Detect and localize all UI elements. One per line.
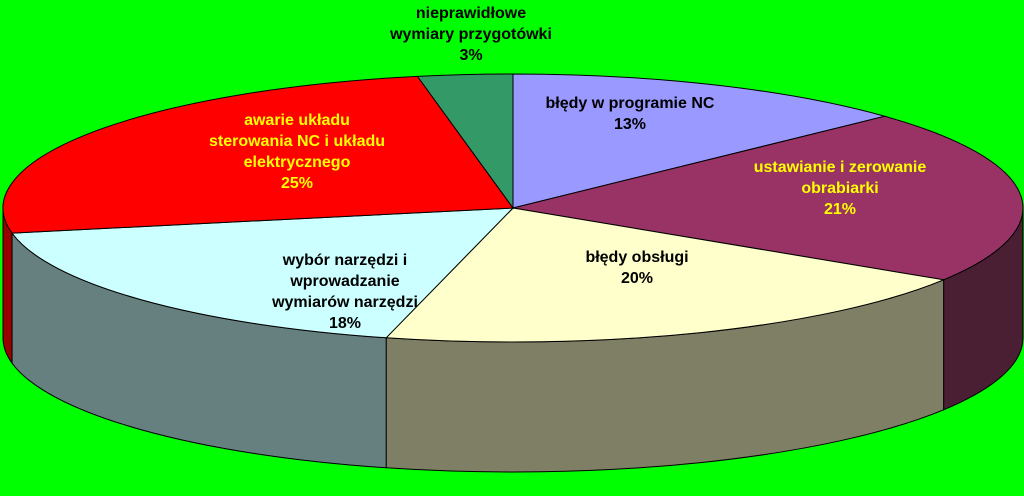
slice-percent: 20%	[621, 270, 653, 287]
slice-label-line: sterowania NC i układu	[209, 133, 385, 150]
slice-label-line: nieprawidłowe	[416, 5, 526, 22]
slice-label-line: awarie układu	[244, 112, 350, 129]
slice-label-line: ustawianie i zerowanie	[754, 159, 927, 176]
slice-label-2: ustawianie i zerowanie obrabiarki 21%	[754, 159, 927, 218]
slice-label-line: obrabiarki	[801, 180, 878, 197]
slice-label-line: wymiarów narzędzi	[271, 294, 418, 311]
pie-slice-1	[512, 73, 887, 209]
pie-slice-6	[416, 73, 514, 210]
slice-label-line: wybór narzędzi i	[282, 252, 407, 269]
slice-label-line: wymiary przygotówki	[389, 26, 552, 43]
slice-label-1: błędy w programie NC 13%	[546, 95, 715, 133]
slice-label-5: awarie układu sterowania NC i układu elekt…	[209, 112, 385, 192]
pie-slices	[2, 73, 1024, 343]
slice-label-6: nieprawidłowe wymiary przygotówki 3%	[389, 5, 552, 64]
slice-percent: 3%	[459, 47, 482, 64]
slice-label-line: błędy w programie NC	[546, 95, 715, 112]
pie-slice-4	[11, 207, 515, 339]
slice-label-line: elektrycznego	[244, 154, 351, 171]
slice-percent: 18%	[329, 315, 361, 332]
slice-percent: 25%	[281, 175, 313, 192]
slice-percent: 21%	[824, 201, 856, 218]
slice-label-line: błędy obsługi	[585, 249, 688, 266]
pie-slice-3	[385, 207, 946, 343]
pie-slice-2	[512, 115, 1024, 281]
pie-sides	[2, 207, 1024, 473]
slice-label-3: błędy obsługi 20%	[585, 249, 688, 287]
slice-percent: 13%	[614, 116, 646, 133]
slice-label-4: wybór narzędzi i wprowadzanie wymiarów nar…	[271, 252, 418, 332]
pie-labels: błędy w programie NC 13% ustawianie i zero…	[209, 5, 926, 332]
pie-slice-5	[2, 75, 514, 234]
slice-label-line: wprowadzanie	[289, 273, 399, 290]
